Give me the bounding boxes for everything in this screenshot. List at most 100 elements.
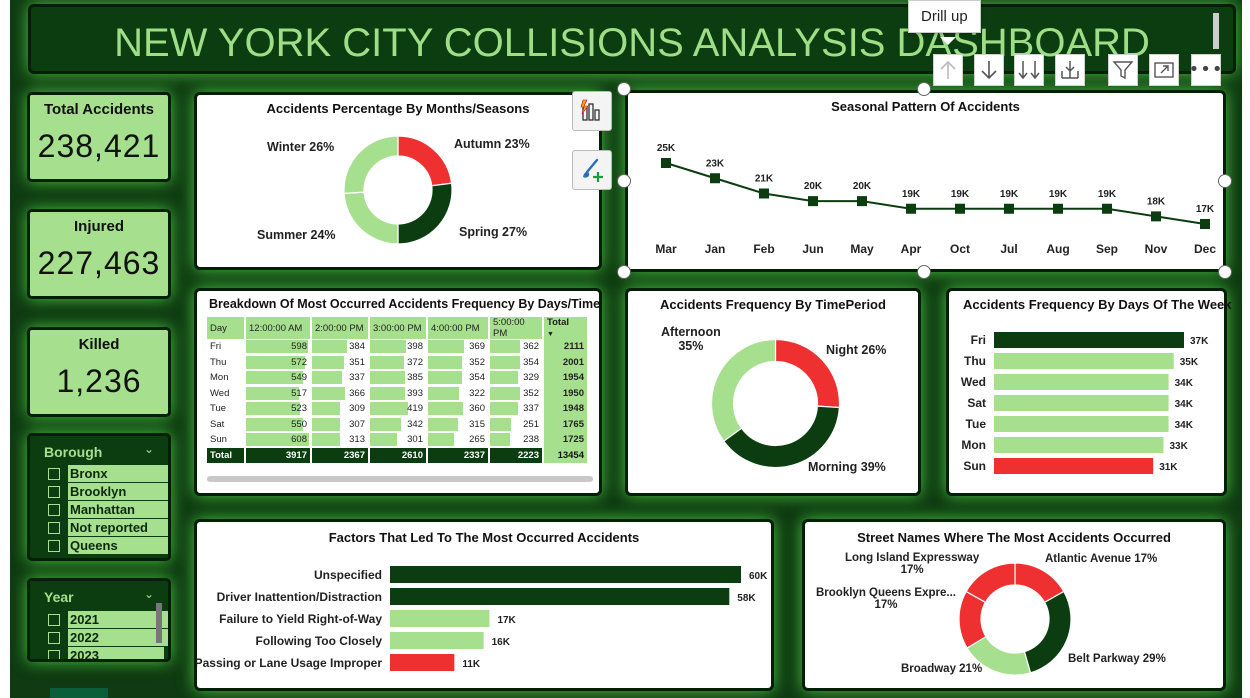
more-options-button[interactable]: ••• [1189, 54, 1222, 86]
data-point[interactable] [759, 188, 769, 199]
table-cell[interactable]: 393 [369, 385, 428, 401]
bar[interactable] [994, 353, 1174, 369]
table-cell[interactable]: 372 [369, 354, 428, 370]
col-header[interactable]: 2:00:00 PM [311, 317, 370, 339]
table-row[interactable]: Fri 598 384 398 369 362 2111 [207, 339, 589, 355]
bar[interactable] [390, 654, 455, 671]
drill-down-button[interactable] [974, 54, 1004, 86]
checkbox[interactable] [48, 540, 60, 552]
resize-handle[interactable] [1218, 265, 1232, 279]
data-point[interactable] [661, 158, 671, 168]
bar[interactable] [994, 416, 1169, 432]
checkbox[interactable] [48, 522, 60, 534]
chevron-down-icon[interactable]: ⌄ [143, 587, 154, 601]
filter-button[interactable] [1108, 54, 1138, 86]
expand-next-level-button[interactable] [1014, 54, 1044, 86]
table-row[interactable]: Tue 523 309 419 360 337 1948 [207, 401, 589, 417]
resize-handle[interactable] [917, 265, 931, 279]
table-cell[interactable]: 238 [489, 432, 544, 448]
donut-slice[interactable] [710, 338, 777, 442]
slicer-item-queens[interactable]: Queens [44, 537, 168, 554]
table-cell[interactable]: 517 [245, 385, 312, 401]
bar[interactable] [994, 374, 1169, 390]
data-point[interactable] [1004, 203, 1014, 214]
table-cell[interactable]: 337 [311, 370, 370, 386]
bar[interactable] [390, 610, 490, 627]
data-point[interactable] [1102, 203, 1112, 214]
checkbox[interactable] [48, 650, 60, 659]
bar[interactable] [994, 395, 1169, 411]
resize-handle[interactable] [917, 82, 931, 96]
checkbox[interactable] [48, 614, 60, 626]
table-cell[interactable]: 307 [311, 416, 370, 432]
donut-slice[interactable] [343, 191, 399, 245]
donut-slice[interactable] [343, 135, 399, 195]
slicer-item-2022[interactable]: 2022 [44, 629, 168, 646]
bar[interactable] [390, 566, 741, 583]
table-cell[interactable]: 369 [427, 339, 490, 355]
col-header[interactable]: 12:00:00 AM [245, 317, 312, 339]
checkbox[interactable] [48, 504, 60, 516]
table-cell[interactable]: 523 [245, 401, 312, 417]
table-cell[interactable]: 354 [489, 354, 544, 370]
table-cell[interactable]: 342 [369, 416, 428, 432]
expand-all-button[interactable] [1055, 54, 1085, 86]
donut-slice[interactable] [397, 182, 453, 245]
donut-slice[interactable] [1023, 590, 1072, 674]
table-cell[interactable]: 572 [245, 354, 312, 370]
table-cell[interactable]: 352 [427, 354, 490, 370]
table-cell[interactable]: 351 [311, 354, 370, 370]
table-cell[interactable]: 384 [311, 339, 370, 355]
table-cell[interactable]: 549 [245, 370, 312, 386]
table-cell[interactable]: 352 [489, 385, 544, 401]
donut-slice[interactable] [722, 405, 841, 469]
table-cell[interactable]: 550 [245, 416, 312, 432]
table-cell[interactable]: 362 [489, 339, 544, 355]
donut-slice[interactable] [965, 562, 1016, 604]
col-header[interactable]: 4:00:00 PM [427, 317, 490, 339]
checkbox[interactable] [48, 468, 60, 480]
slicer-item-brooklyn[interactable]: Brooklyn [44, 483, 168, 500]
table-cell[interactable]: 419 [369, 401, 428, 417]
data-point[interactable] [1053, 203, 1063, 214]
page-tab-indicator[interactable] [50, 688, 108, 698]
col-header[interactable]: Day [207, 317, 246, 339]
col-header[interactable]: 5:00:00 PM [489, 317, 544, 339]
data-point[interactable] [857, 196, 867, 207]
table-cell[interactable]: 354 [427, 370, 490, 386]
slicer-item-bronx[interactable]: Bronx [44, 465, 168, 482]
table-cell[interactable]: 329 [489, 370, 544, 386]
data-point[interactable] [1200, 219, 1210, 229]
slicer-item-not-reported[interactable]: Not reported [44, 519, 168, 536]
table-cell[interactable]: 398 [369, 339, 428, 355]
checkbox[interactable] [48, 486, 60, 498]
data-point[interactable] [1151, 211, 1161, 222]
table-cell[interactable]: 251 [489, 416, 544, 432]
focus-mode-button[interactable] [1149, 54, 1179, 86]
resize-handle[interactable] [617, 265, 631, 279]
slicer-item-2021[interactable]: 2021 [44, 611, 168, 628]
slicer-scrollbar[interactable] [156, 603, 162, 643]
col-header[interactable]: Total ▼ [543, 317, 589, 339]
table-cell[interactable]: 315 [427, 416, 490, 432]
donut-slice[interactable] [397, 135, 453, 187]
table-cell[interactable]: 313 [311, 432, 370, 448]
drill-up-button[interactable] [933, 54, 963, 86]
bar[interactable] [994, 332, 1184, 348]
table-row[interactable]: Wed 517 366 393 322 352 1950 [207, 385, 589, 401]
data-point[interactable] [710, 173, 720, 184]
bar[interactable] [390, 588, 730, 605]
horizontal-scrollbar[interactable] [207, 476, 593, 482]
data-point[interactable] [955, 203, 965, 214]
smart-narrative-button[interactable] [572, 91, 612, 131]
table-row[interactable]: Sat 550 307 342 315 251 1765 [207, 416, 589, 432]
table-cell[interactable]: 337 [489, 401, 544, 417]
slicer-item-manhattan[interactable]: Manhattan [44, 501, 168, 518]
resize-handle[interactable] [617, 82, 631, 96]
table-cell[interactable]: 309 [311, 401, 370, 417]
slicer-item-2023[interactable]: 2023 [44, 647, 164, 659]
table-cell[interactable]: 322 [427, 385, 490, 401]
table-cell[interactable]: 385 [369, 370, 428, 386]
table-cell[interactable]: 301 [369, 432, 428, 448]
table-cell[interactable]: 360 [427, 401, 490, 417]
